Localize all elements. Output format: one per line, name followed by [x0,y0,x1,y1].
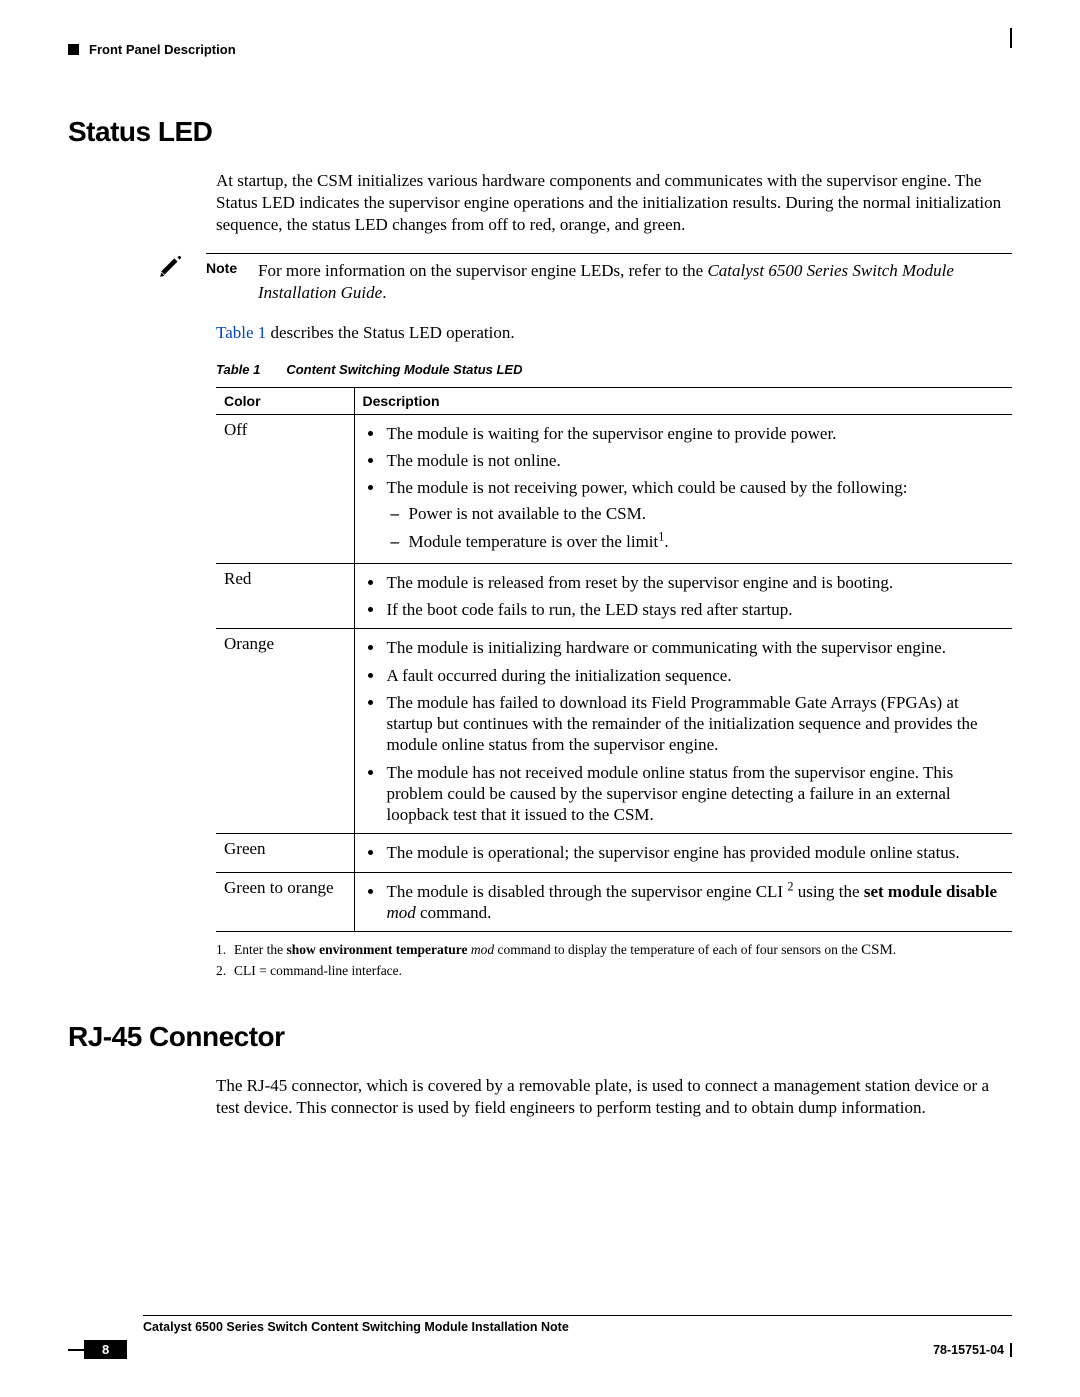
col-color: Color [216,387,354,414]
table-row: Orange The module is initializing hardwa… [216,629,1012,834]
content: Status LED At startup, the CSM initializ… [68,116,1012,1135]
cell-desc-red: The module is released from reset by the… [354,563,1012,629]
table-ref-rest: describes the Status LED operation. [266,323,514,342]
cell-color-off: Off [216,414,354,563]
g2o-post: command. [416,903,492,922]
list-item: A fault occurred during the initializati… [385,662,1005,689]
page-header: Front Panel Description [68,40,1012,64]
header-square-icon [68,44,79,55]
fn1-num: 1. [216,942,234,958]
cell-desc-off: The module is waiting for the supervisor… [354,414,1012,563]
note-block: NoteFor more information on the supervis… [158,253,1012,304]
col-description: Description [354,387,1012,414]
cell-desc-orange: The module is initializing hardware or c… [354,629,1012,834]
list-item: The module is waiting for the supervisor… [385,420,1005,447]
fn2-num: 2. [216,963,234,979]
g2o-pre: The module is disabled through the super… [387,882,788,901]
table-row: Off The module is waiting for the superv… [216,414,1012,563]
list-item: The module is initializing hardware or c… [385,634,1005,661]
table-row: Green to orange The module is disabled t… [216,872,1012,932]
off-s2-post: . [664,532,668,551]
page-num-lead [68,1349,84,1351]
table-reference: Table 1 describes the Status LED operati… [216,322,1012,344]
cell-desc-green: The module is operational; the superviso… [354,834,1012,872]
status-led-table: Color Description Off The module is wait… [216,387,1012,933]
table-row: Green The module is operational; the sup… [216,834,1012,872]
fn1-cmd: show environment temperature [286,942,467,957]
status-led-intro: At startup, the CSM initializes various … [216,170,1012,235]
note-label: Note [206,260,258,278]
sublist-item: Power is not available to the CSM. [409,500,1005,527]
cell-color-green: Green [216,834,354,872]
note-rule [206,253,1012,254]
fn2-text: CLI = command-line interface. [234,963,402,978]
g2o-mid: using the [793,882,863,901]
footer-line: 8 78-15751-04 [68,1340,1012,1359]
off-s2-pre: Module temperature is over the limit [409,532,659,551]
section-heading-rj45: RJ-45 Connector [68,1021,1012,1053]
page-footer: Catalyst 6500 Series Switch Content Swit… [68,1315,1012,1359]
table-caption: Table 1 Content Switching Module Status L… [216,362,1012,377]
table-caption-title: Content Switching Module Status LED [286,362,522,377]
section-heading-status-led: Status LED [68,116,1012,148]
sublist-item: Module temperature is over the limit1. [409,528,1005,555]
table-header-row: Color Description [216,387,1012,414]
list-item: The module is not online. [385,447,1005,474]
document-number: 78-15751-04 [933,1343,1004,1357]
rj45-para: The RJ-45 connector, which is covered by… [216,1075,1012,1119]
g2o-cmd: set module disable [864,882,997,901]
footer-rule [143,1315,1012,1316]
list-item: The module is disabled through the super… [385,878,1005,927]
cell-color-red: Red [216,563,354,629]
docnum-tick-icon [1010,1343,1012,1357]
page-number: 8 [84,1340,127,1359]
list-item: The module is operational; the superviso… [385,839,1005,866]
list-item: The module has failed to download its Fi… [385,689,1005,759]
note-body: For more information on the supervisor e… [258,260,1006,304]
fn1-arg: mod [467,942,494,957]
table-1-link[interactable]: Table 1 [216,323,266,342]
cell-color-green-to-orange: Green to orange [216,872,354,932]
cell-color-orange: Orange [216,629,354,834]
fn1-end: CSM [861,942,893,958]
footnote-1: 1.Enter the show environment temperature… [216,942,1012,959]
footnote-2: 2.CLI = command-line interface. [216,963,1012,979]
note-text-prefix: For more information on the supervisor e… [258,261,707,280]
breadcrumb: Front Panel Description [89,42,236,57]
g2o-arg: mod [387,903,416,922]
page: Front Panel Description Status LED At st… [0,0,1080,1397]
table-row: Red The module is released from reset by… [216,563,1012,629]
list-item: If the boot code fails to run, the LED s… [385,596,1005,623]
list-item: The module is not receiving power, which… [385,474,1005,558]
list-item: The module is released from reset by the… [385,569,1005,596]
cell-desc-green-to-orange: The module is disabled through the super… [354,872,1012,932]
fn1-dot: . [893,942,896,957]
fn1-pre: Enter the [234,942,286,957]
list-item: The module has not received module onlin… [385,759,1005,829]
footer-title: Catalyst 6500 Series Switch Content Swit… [143,1320,1012,1334]
table-footnotes: 1.Enter the show environment temperature… [216,942,1012,979]
note-text-suffix: . [382,283,386,302]
off-b3: The module is not receiving power, which… [387,478,908,497]
fn1-mid: command to display the temperature of ea… [494,942,861,957]
note-pencil-icon [158,253,206,284]
table-caption-label: Table 1 [216,362,260,377]
